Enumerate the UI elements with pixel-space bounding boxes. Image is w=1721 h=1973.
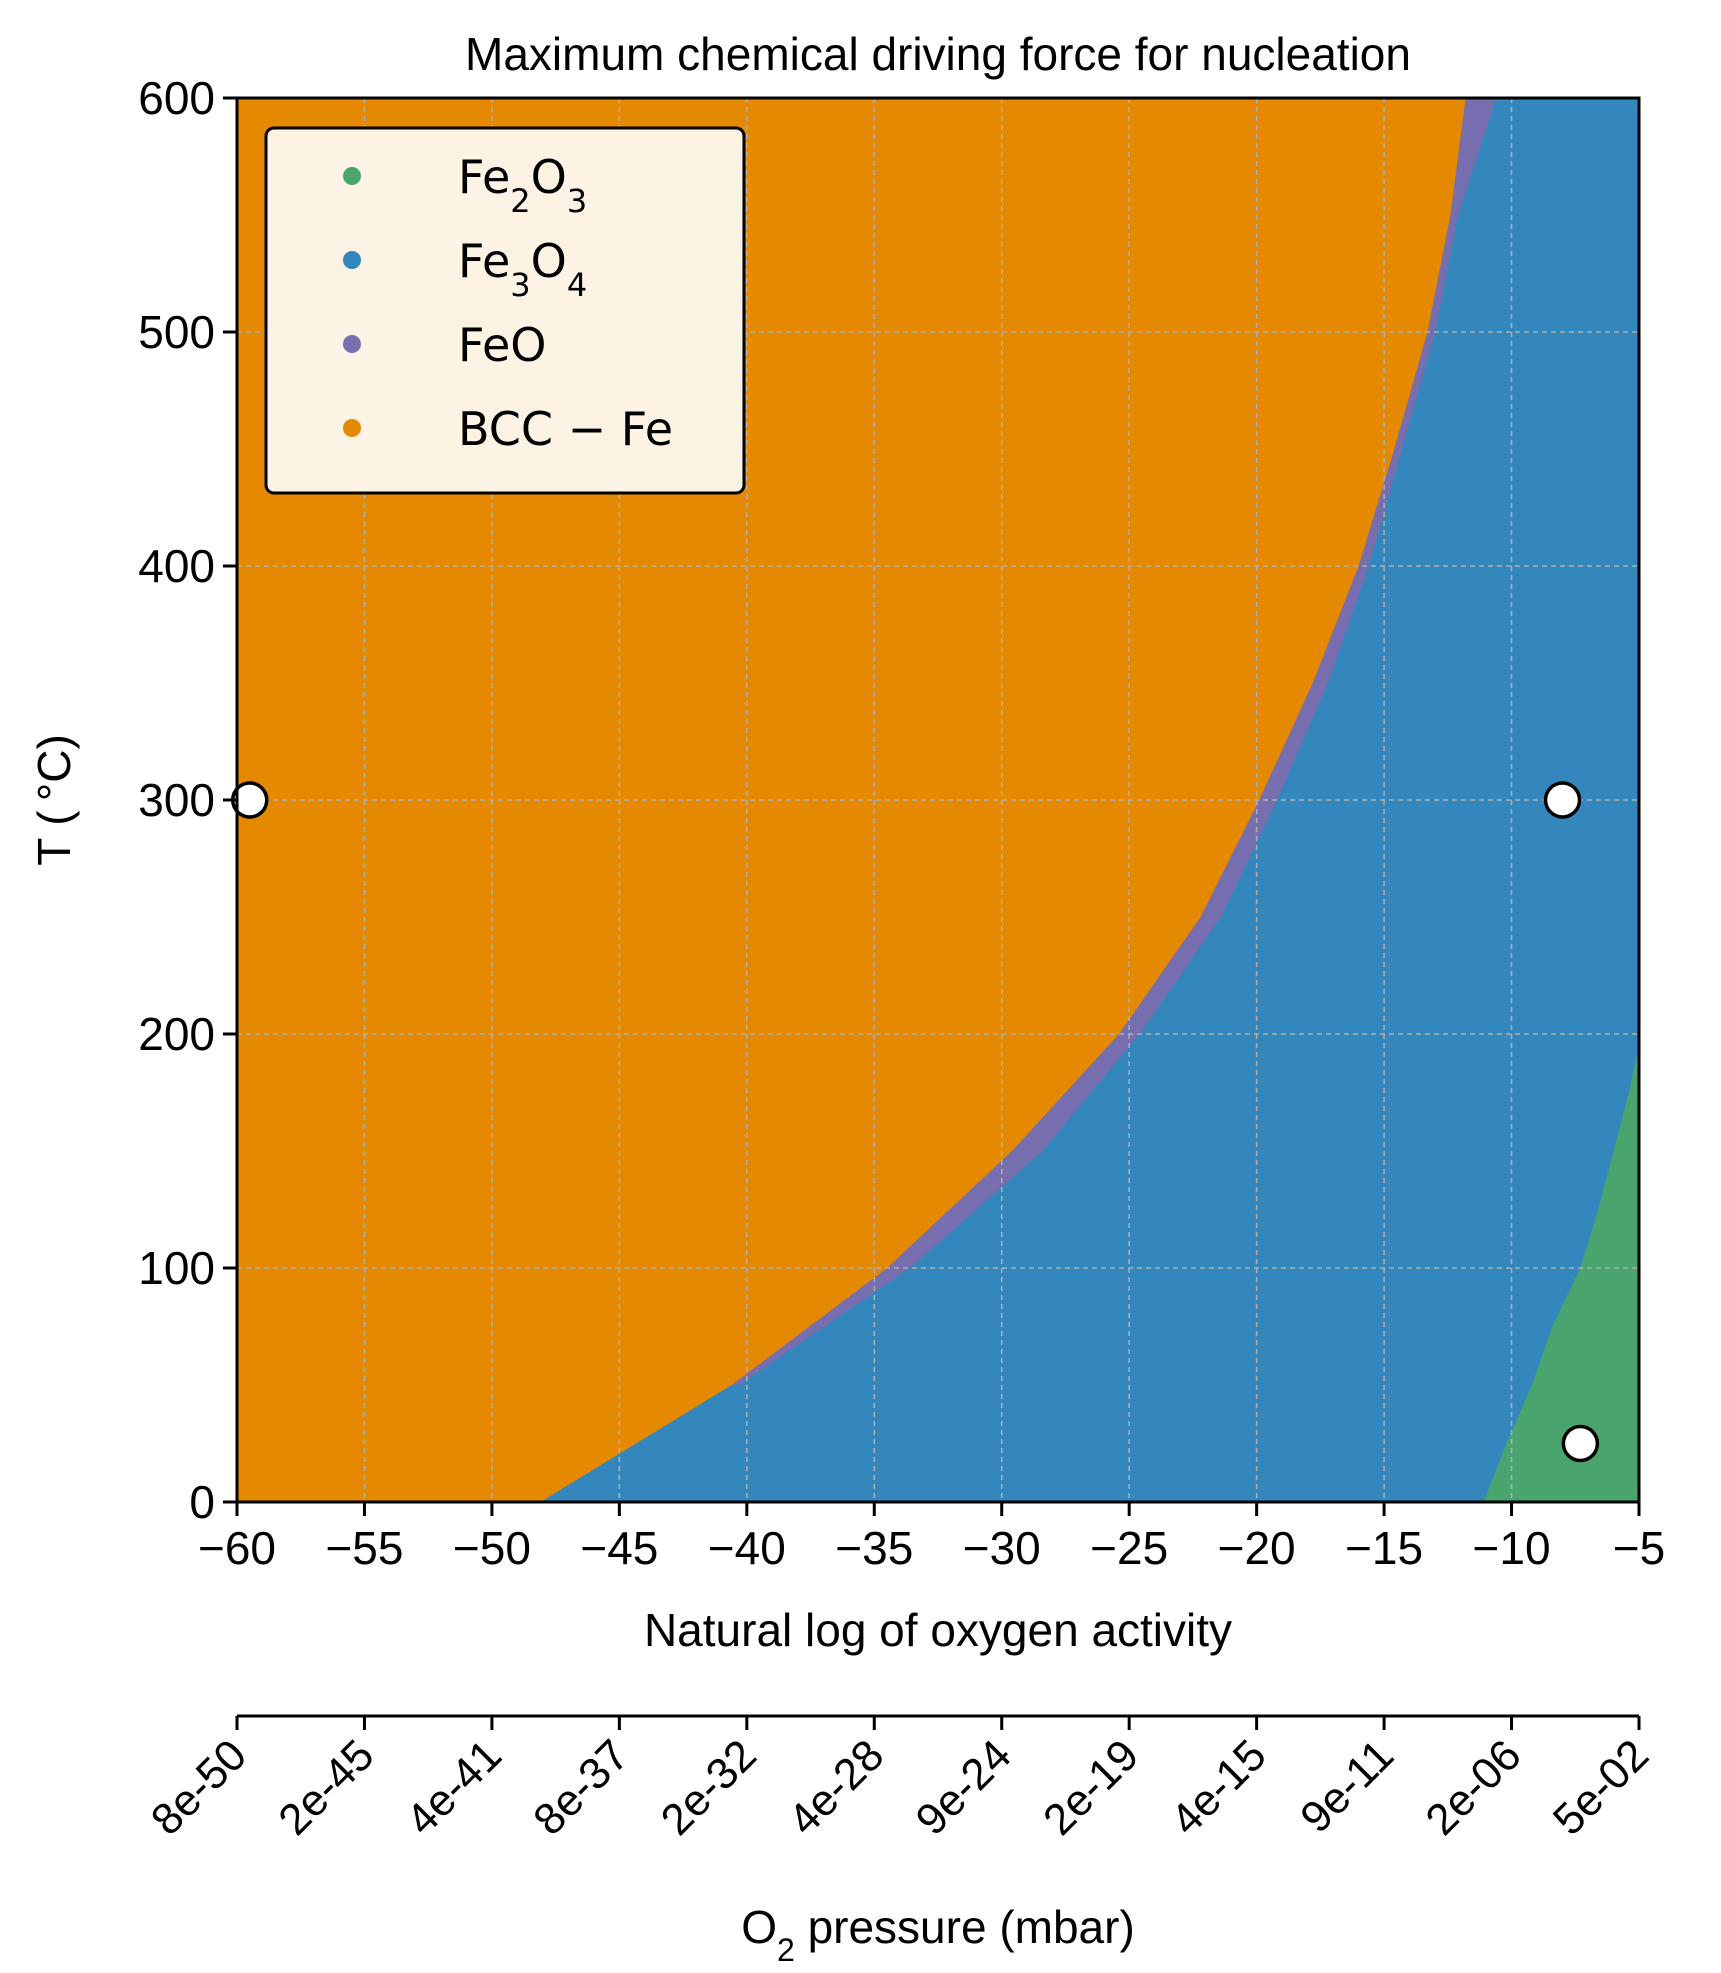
legend-label: Fe3O4 [458,234,587,304]
secondary-axis: 8e-50 2e-45 4e-41 8e-37 2e-32 4e-28 9e-24 2e-19… [142,1714,1658,1845]
secondary-tick-label: 9e-24 [907,1730,1021,1844]
secondary-tick-label: 2e-19 [1034,1730,1148,1844]
y-axis: 0 100 200 300 400 500 600 [138,72,237,1528]
legend: Fe2O3 Fe3O4 FeO BCC − Fe [264,126,746,495]
y-tick-label: 0 [189,1476,215,1528]
secondary-tick-label: 4e-28 [779,1730,893,1844]
secondary-tick-label: 9e-11 [1291,1730,1403,1842]
x-tick-label: −50 [453,1522,531,1574]
secondary-tick-label: 5e-02 [1544,1730,1658,1844]
marker-point [1543,781,1582,819]
y-tick-label: 400 [138,540,215,592]
secondary-tick-label: 2e-32 [652,1730,766,1844]
y-tick-label: 500 [138,306,215,358]
secondary-tick-label: 8e-50 [142,1730,256,1844]
x-tick-label: −30 [963,1522,1041,1574]
region-fe2o3 [1483,1045,1639,1502]
x-tick-label: −5 [1613,1522,1665,1574]
y-axis-label: T ( °C) [28,734,80,866]
chart-title: Maximum chemical driving force for nucle… [465,28,1411,80]
secondary-tick-label: 2e-06 [1416,1730,1530,1844]
y-tick-label: 100 [138,1242,215,1294]
legend-label: FeO [458,318,546,372]
y-tick-label: 600 [138,72,215,124]
x-tick-label: −15 [1345,1522,1423,1574]
secondary-tick-label: 2e-45 [269,1730,383,1844]
y-tick-label: 300 [138,774,215,826]
x-tick-label: −25 [1090,1522,1168,1574]
x-tick-label: −20 [1218,1522,1296,1574]
gridlines [237,98,1639,1502]
x-tick-label: −60 [198,1522,276,1574]
secondary-tick-label: 4e-15 [1161,1730,1275,1844]
legend-marker [343,251,361,269]
x-tick-label: −40 [708,1522,786,1574]
marker-point [1561,1424,1600,1463]
legend-marker [343,335,361,353]
legend-marker [343,419,361,437]
legend-label: Fe2O3 [458,150,587,220]
x-tick-label: −35 [835,1522,913,1574]
legend-label: BCC − Fe [458,402,673,456]
markers [230,781,1600,1463]
x-tick-label: −10 [1473,1522,1551,1574]
x-axis-label: Natural log of oxygen activity [644,1604,1232,1656]
x-axis: −60 −55 −50 −45 −40 −35 −30 −25 −20 −15 −10 −5 [198,1502,1665,1574]
legend-box [264,126,746,495]
y-tick-label: 200 [138,1008,215,1060]
secondary-axis-label: O2 pressure (mbar) [741,1901,1135,1968]
secondary-tick-label: 8e-37 [524,1730,638,1844]
x-tick-label: −55 [325,1522,403,1574]
x-tick-label: −45 [580,1522,658,1574]
secondary-tick-label: 4e-41 [397,1730,511,1844]
legend-marker [343,167,361,185]
